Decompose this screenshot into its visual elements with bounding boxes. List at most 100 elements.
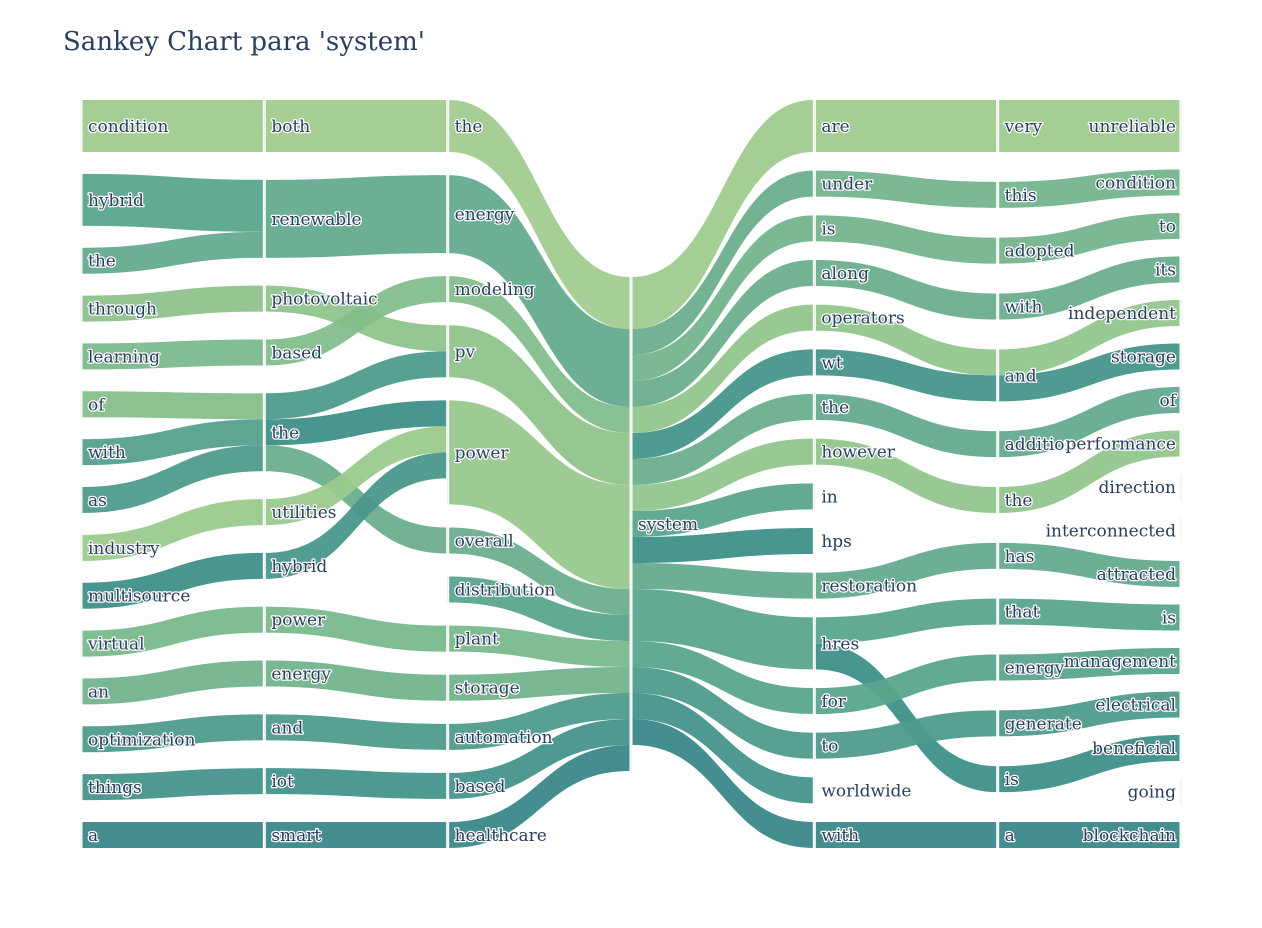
sankey-node[interactable]: [812, 527, 816, 555]
sankey-node[interactable]: [1179, 473, 1183, 501]
sankey-node[interactable]: [79, 677, 83, 705]
sankey-node[interactable]: [1179, 256, 1183, 283]
sankey-link[interactable]: [815, 304, 997, 376]
sankey-node[interactable]: [996, 430, 1000, 458]
sankey-node[interactable]: [262, 179, 266, 259]
sankey-link[interactable]: [815, 394, 997, 458]
sankey-link[interactable]: [815, 215, 997, 264]
sankey-link[interactable]: [632, 215, 814, 381]
sankey-link[interactable]: [998, 598, 1180, 631]
sankey-node[interactable]: [79, 725, 83, 753]
sankey-node[interactable]: [1179, 778, 1183, 805]
sankey-node[interactable]: [812, 687, 816, 715]
sankey-node[interactable]: [812, 732, 816, 760]
sankey-node[interactable]: [812, 348, 816, 376]
sankey-link[interactable]: [265, 714, 447, 750]
sankey-link[interactable]: [82, 391, 264, 420]
sankey-node[interactable]: [79, 342, 83, 370]
sankey-link[interactable]: [632, 528, 814, 563]
sankey-node[interactable]: [262, 821, 266, 849]
sankey-node[interactable]: [446, 674, 450, 702]
sankey-node[interactable]: [812, 170, 816, 198]
sankey-link[interactable]: [82, 419, 264, 466]
sankey-node[interactable]: [996, 765, 1000, 793]
sankey-node[interactable]: [812, 214, 816, 242]
sankey-link[interactable]: [448, 576, 630, 641]
sankey-link[interactable]: [448, 719, 630, 799]
sankey-node[interactable]: [996, 654, 1000, 681]
sankey-node[interactable]: [1179, 734, 1183, 762]
sankey-link[interactable]: [998, 300, 1180, 376]
sankey-link[interactable]: [448, 527, 630, 615]
sankey-node[interactable]: [79, 390, 83, 418]
sankey-node[interactable]: [79, 821, 83, 849]
sankey-link[interactable]: [632, 483, 814, 537]
sankey-node[interactable]: [446, 174, 450, 254]
sankey-node[interactable]: [1179, 430, 1183, 457]
sankey-node[interactable]: [812, 304, 816, 332]
sankey-node[interactable]: [996, 598, 1000, 626]
sankey-link[interactable]: [815, 598, 997, 644]
sankey-link[interactable]: [632, 693, 814, 804]
sankey-link[interactable]: [632, 589, 814, 670]
sankey-node[interactable]: [79, 486, 83, 514]
sankey-node[interactable]: [262, 99, 266, 153]
sankey-link[interactable]: [998, 169, 1180, 208]
sankey-link[interactable]: [265, 426, 447, 526]
sankey-node[interactable]: [262, 498, 266, 526]
sankey-link[interactable]: [815, 542, 997, 599]
sankey-link[interactable]: [82, 660, 264, 705]
sankey-link[interactable]: [448, 667, 630, 701]
sankey-node[interactable]: [446, 324, 450, 378]
sankey-link[interactable]: [998, 256, 1180, 320]
sankey-node[interactable]: [79, 295, 83, 323]
sankey-link[interactable]: [815, 438, 997, 513]
sankey-node[interactable]: [1179, 604, 1183, 631]
sankey-node[interactable]: [629, 276, 633, 772]
sankey-node[interactable]: [996, 99, 1000, 153]
sankey-node[interactable]: [1179, 517, 1183, 544]
sankey-link[interactable]: [632, 100, 814, 329]
sankey-node[interactable]: [446, 723, 450, 751]
sankey-link[interactable]: [632, 438, 814, 511]
sankey-link[interactable]: [998, 100, 1180, 152]
sankey-node[interactable]: [812, 616, 816, 670]
sankey-node[interactable]: [812, 393, 816, 421]
sankey-node[interactable]: [79, 247, 83, 275]
sankey-link[interactable]: [265, 606, 447, 652]
sankey-node[interactable]: [446, 399, 450, 505]
sankey-link[interactable]: [998, 735, 1180, 793]
sankey-node[interactable]: [262, 660, 266, 688]
sankey-node[interactable]: [262, 392, 266, 472]
sankey-link[interactable]: [815, 822, 997, 848]
sankey-link[interactable]: [82, 606, 264, 657]
sankey-link[interactable]: [448, 100, 630, 329]
sankey-node[interactable]: [812, 821, 816, 849]
sankey-node[interactable]: [79, 438, 83, 466]
sankey-link[interactable]: [998, 691, 1180, 737]
sankey-link[interactable]: [998, 430, 1180, 514]
sankey-link[interactable]: [82, 822, 264, 848]
sankey-node[interactable]: [812, 482, 816, 510]
sankey-node[interactable]: [446, 625, 450, 653]
sankey-node[interactable]: [996, 486, 1000, 514]
sankey-node[interactable]: [996, 237, 1000, 265]
sankey-link[interactable]: [815, 643, 997, 793]
sankey-node[interactable]: [812, 776, 816, 804]
sankey-node[interactable]: [79, 173, 83, 227]
sankey-node[interactable]: [1179, 821, 1183, 849]
sankey-node[interactable]: [996, 348, 1000, 402]
sankey-link[interactable]: [632, 394, 814, 485]
sankey-link[interactable]: [448, 175, 630, 407]
sankey-link[interactable]: [815, 170, 997, 208]
sankey-link[interactable]: [998, 822, 1180, 848]
sankey-link[interactable]: [82, 100, 264, 152]
sankey-node[interactable]: [1179, 169, 1183, 196]
sankey-link[interactable]: [265, 400, 447, 446]
sankey-link[interactable]: [82, 231, 264, 274]
sankey-link[interactable]: [265, 445, 447, 554]
sankey-link[interactable]: [82, 285, 264, 322]
sankey-node[interactable]: [1179, 99, 1183, 153]
sankey-link[interactable]: [448, 625, 630, 667]
sankey-link[interactable]: [265, 175, 447, 258]
